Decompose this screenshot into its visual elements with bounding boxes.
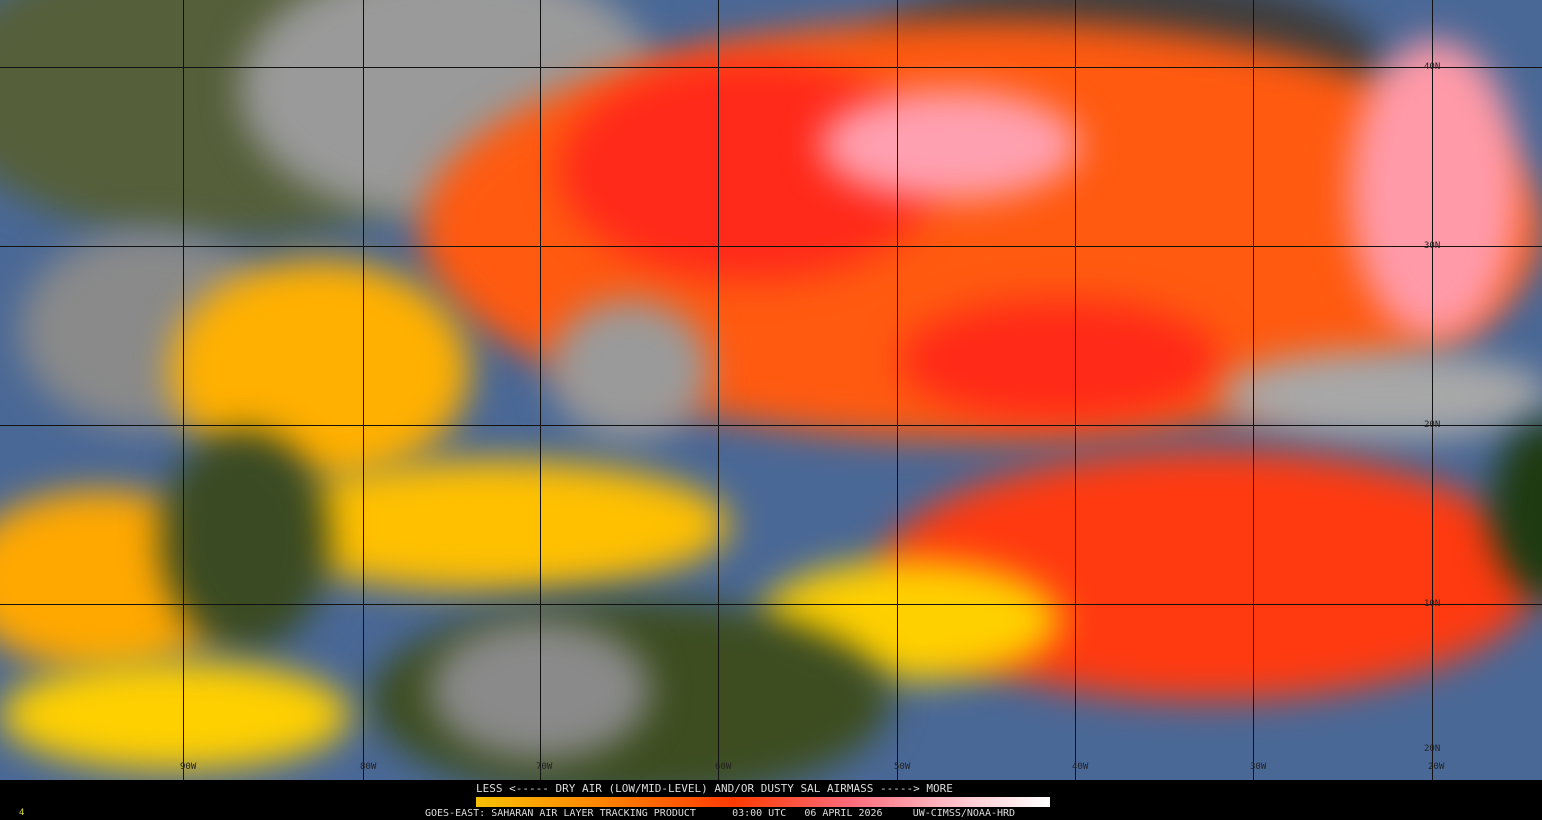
meridian-20w [1432,0,1433,780]
meridian-70w [540,0,541,780]
parallel-20n [0,425,1542,426]
credit: UW-CIMSS/NOAA-HRD [912,808,1016,819]
central-america-land [160,430,330,650]
lat-label-30n: 30N [1424,241,1441,251]
east-africa-cloud-band [1220,350,1542,440]
sal-dust-east-pink [1350,40,1520,340]
south-caribbean-dust [250,460,730,590]
lon-label-30w: 30W [1250,762,1267,772]
time-stamp: 03:00 UTC [732,808,787,819]
lon-label-20w: 20W [1428,762,1445,772]
meridian-80w [363,0,364,780]
lon-label-70w: 70W [536,762,553,772]
sal-dust-pink [820,90,1080,200]
footer-line: GOES-EAST: SAHARAN AIR LAYER TRACKING PR… [425,808,1015,820]
lon-label-50w: 50W [894,762,911,772]
meridian-60w [718,0,719,780]
corner-mark: 4 [19,808,25,818]
meridian-90w [183,0,184,780]
central-atlantic-cloud [550,300,710,440]
meridian-40w [1075,0,1076,780]
legend-caption: LESS <----- DRY AIR (LOW/MID-LEVEL) AND/… [476,782,953,795]
lon-label-80w: 80W [360,762,377,772]
parallel-40n [0,67,1542,68]
sal-dust-central [900,300,1220,420]
lat-label-10n: 10N [1424,599,1441,609]
pacific-dust-south [0,660,350,770]
dust-colorbar [476,797,1050,807]
date-stamp: 06 APRIL 2026 [804,808,883,819]
parallel-10n [0,604,1542,605]
product-name: GOES-EAST: SAHARAN AIR LAYER TRACKING PR… [425,808,696,819]
satellite-map: 40N 30N 20N 10N 20N 90W 80W 70W 60W 50W … [0,0,1542,780]
meridian-30w [1253,0,1254,780]
lon-label-40w: 40W [1072,762,1089,772]
meridian-50w [897,0,898,780]
lat-label-bottom: 20N [1424,744,1441,754]
lat-label-40n: 40N [1424,62,1441,72]
lon-label-90w: 90W [180,762,197,772]
parallel-30n [0,246,1542,247]
lat-label-20n: 20N [1424,420,1441,430]
lon-label-60w: 60W [715,762,732,772]
